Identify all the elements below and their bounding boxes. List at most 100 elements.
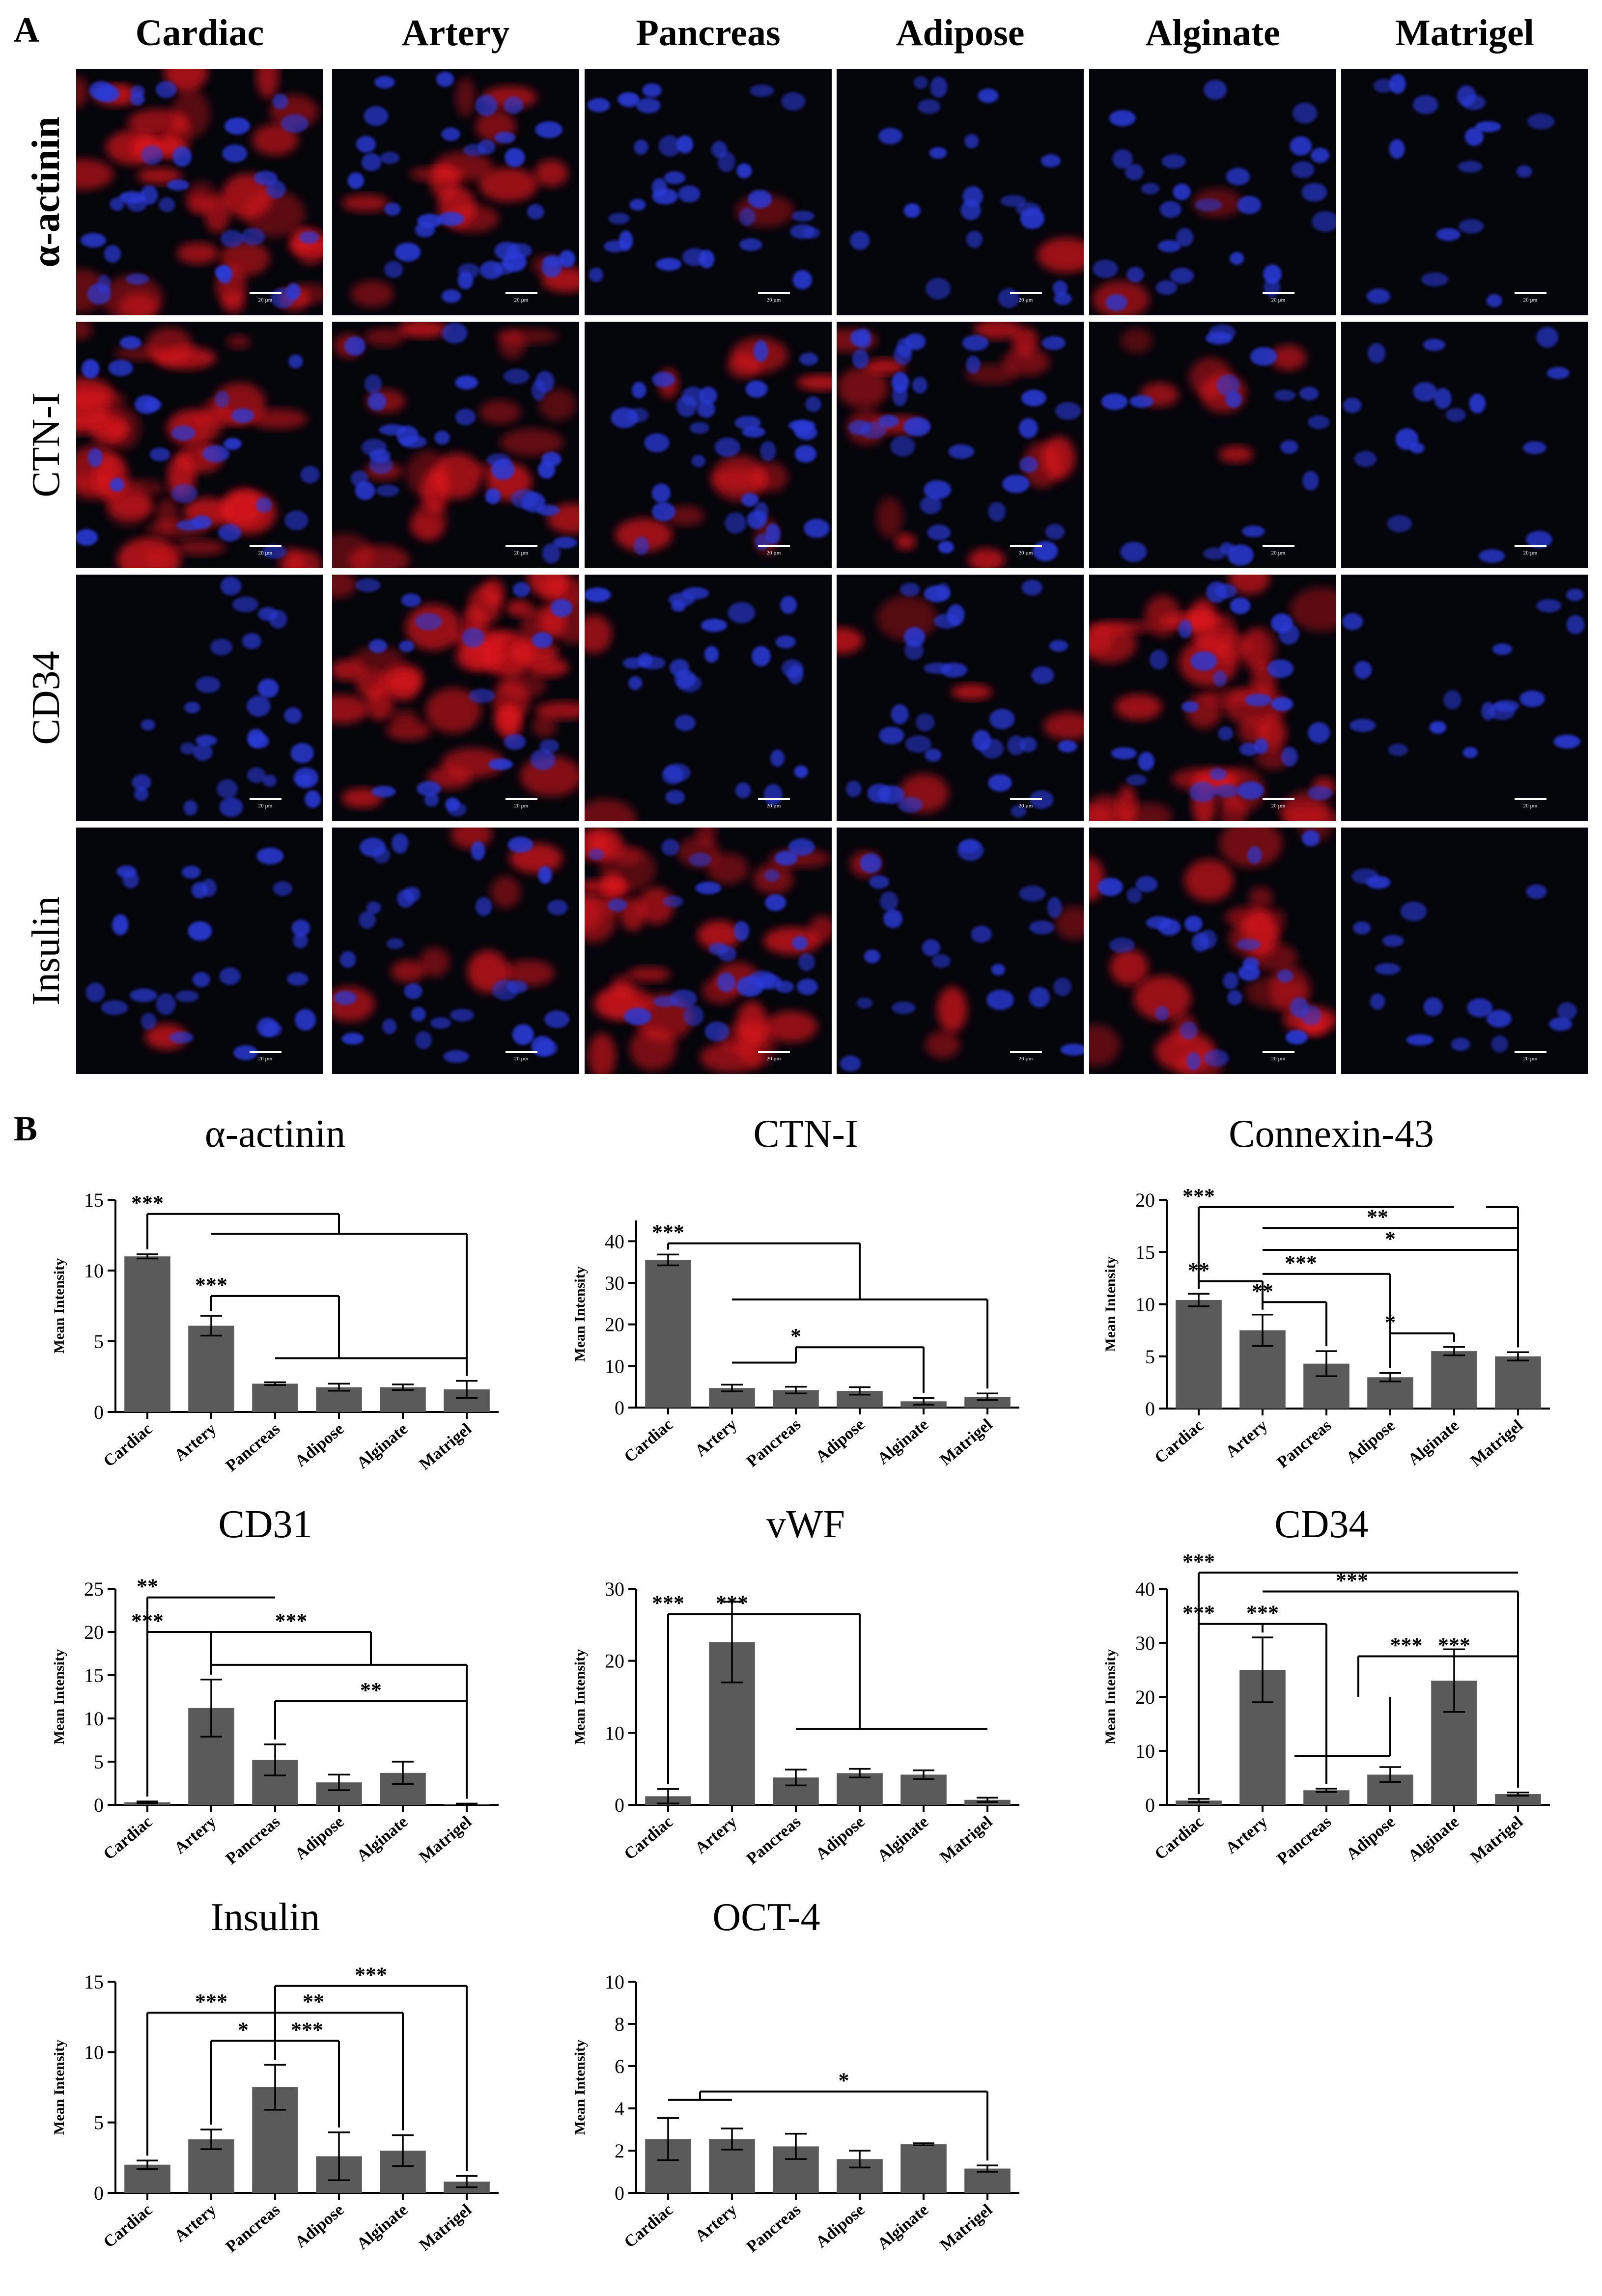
chart-title: Connexin-43 [1229, 1112, 1434, 1156]
nucleus [242, 633, 261, 649]
marker-signal [389, 709, 419, 725]
y-tick-label: 0 [1145, 1794, 1155, 1816]
nucleus [247, 767, 266, 783]
row-header-0: α-actinin [25, 117, 68, 268]
marker-signal [951, 684, 992, 700]
y-axis-label: Mean Intensity [51, 2040, 67, 2135]
nucleus [1126, 887, 1142, 904]
marker-signal [629, 1027, 676, 1071]
nucleus [488, 758, 513, 771]
nucleus [733, 921, 750, 941]
nucleus [611, 407, 638, 428]
nucleus [661, 839, 679, 856]
significance-label: *** [1246, 1601, 1279, 1625]
nucleus [364, 106, 389, 126]
x-tick-label: Pancreas [223, 1420, 284, 1475]
micrograph-Insulin-artery: 20 µm [332, 828, 579, 1074]
column-header-alginate: Alginate [1145, 12, 1280, 54]
nucleus [1382, 935, 1404, 947]
micrograph-actinin-pancreas: 20 µm [585, 69, 832, 315]
nucleus [371, 786, 396, 798]
marker-signal [1121, 328, 1152, 353]
scale-bar-label: 20 µm [767, 550, 781, 556]
y-tick-label: 8 [615, 2013, 624, 2035]
nucleus [704, 646, 719, 663]
nucleus [536, 504, 560, 516]
scale-bar-label: 20 µm [514, 803, 529, 809]
marker-signal [1144, 595, 1181, 636]
nucleus [339, 951, 356, 968]
marker-signal [76, 159, 114, 190]
micrograph-CD34-alginate: 20 µm [1089, 575, 1336, 821]
nucleus [1475, 121, 1501, 133]
nucleus [76, 529, 98, 546]
micrograph-CD34-artery: 20 µm [332, 575, 579, 821]
marker-signal [1042, 436, 1075, 480]
y-tick-label: 25 [84, 1578, 104, 1600]
y-tick-label: 10 [84, 1260, 104, 1282]
nucleus [376, 484, 399, 497]
significance-label: * [1385, 1227, 1396, 1251]
nucleus [538, 866, 552, 884]
marker-signal [506, 600, 533, 617]
nucleus [753, 340, 768, 362]
nucleus [1018, 418, 1038, 439]
y-tick-label: 30 [605, 1272, 624, 1294]
marker-signal [226, 335, 251, 349]
micrograph-actinin-artery: 20 µm [332, 69, 579, 315]
nucleus [1481, 701, 1495, 720]
significance-label: *** [1182, 1549, 1215, 1574]
scale-bar-label: 20 µm [1271, 1056, 1286, 1062]
nucleus [290, 743, 314, 763]
y-tick-label: 20 [1135, 1189, 1155, 1211]
nucleus [797, 978, 818, 995]
significance-label: * [1385, 1310, 1396, 1334]
nucleus [652, 502, 675, 522]
nucleus [288, 354, 303, 369]
nucleus [415, 612, 442, 631]
nucleus [379, 424, 406, 436]
x-tick-label: Cardiac [1152, 1813, 1207, 1864]
nucleus [1566, 588, 1584, 601]
nucleus [1149, 650, 1168, 670]
significance-label: *** [131, 1191, 164, 1215]
bar-pancreas [252, 1383, 298, 1412]
nucleus [135, 395, 159, 414]
nucleus [475, 94, 498, 116]
marker-signal [350, 280, 394, 307]
nucleus [1469, 393, 1486, 414]
nucleus [1203, 547, 1227, 560]
marker-signal [332, 659, 366, 681]
nucleus [367, 392, 387, 411]
micrograph-CD34-pancreas: 20 µm [585, 575, 832, 821]
nucleus [253, 170, 278, 186]
marker-signal [76, 409, 112, 427]
nucleus [585, 587, 611, 603]
significance-label: *** [275, 1609, 308, 1633]
nucleus [1387, 515, 1412, 532]
marker-signal [114, 346, 165, 361]
nucleus [1459, 219, 1484, 234]
marker-signal [503, 960, 555, 986]
nucleus [1206, 581, 1227, 603]
chart-vwf: vWF Mean Intensity 0 10 20 30 Cardiac Artery Pan… [572, 1503, 1019, 1868]
nucleus [918, 99, 941, 114]
nucleus [775, 851, 797, 866]
marker-signal [145, 1024, 187, 1050]
nucleus [864, 949, 880, 964]
nucleus [1021, 580, 1042, 596]
nucleus [296, 774, 312, 786]
nucleus [436, 71, 454, 87]
nucleus [201, 879, 217, 897]
nucleus [455, 375, 478, 390]
significance-label: *** [1438, 1633, 1470, 1658]
nucleus [675, 715, 696, 731]
significance-label: *** [1390, 1633, 1423, 1658]
nucleus [180, 742, 196, 755]
nucleus [550, 599, 573, 617]
significance-label: *** [1182, 1601, 1215, 1625]
nucleus [269, 609, 287, 629]
nucleus [913, 76, 928, 89]
nucleus [1189, 781, 1216, 802]
nucleus [1277, 969, 1293, 983]
